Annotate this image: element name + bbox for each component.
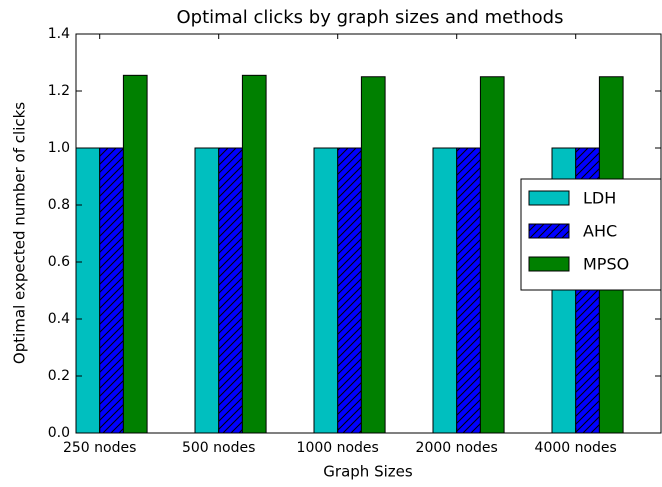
bar — [456, 147, 481, 434]
y-tick-label: 1.2 — [48, 83, 70, 99]
y-tick-label: 1.4 — [48, 26, 70, 42]
y-tick-label: 0.8 — [48, 197, 70, 213]
y-tick-label: 0.2 — [48, 368, 70, 384]
legend-swatch — [528, 190, 570, 206]
bar — [360, 76, 386, 434]
legend-label: AHC — [583, 222, 617, 241]
legend-swatch — [528, 256, 570, 272]
x-tick-label: 1000 nodes — [297, 440, 379, 456]
bar — [194, 147, 220, 434]
bar — [432, 147, 458, 434]
bar — [99, 147, 124, 434]
y-tick-label: 1.0 — [48, 140, 70, 156]
legend-label: MPSO — [583, 255, 629, 274]
y-tick-label: 0.4 — [48, 311, 70, 327]
bar — [313, 147, 339, 434]
y-tick-label: 0.0 — [48, 425, 70, 441]
bar — [75, 147, 101, 434]
x-tick-label: 2000 nodes — [416, 440, 498, 456]
legend-label: LDH — [583, 189, 616, 208]
bar — [479, 76, 505, 434]
x-tick-label: 4000 nodes — [535, 440, 617, 456]
bar — [241, 74, 267, 434]
x-axis-label: Graph Sizes — [323, 463, 413, 481]
bar — [337, 147, 362, 434]
legend: LDH AHC MPSO — [520, 178, 662, 291]
y-axis-label: Optimal expected number of clicks — [11, 102, 29, 364]
x-tick-label: 250 nodes — [63, 440, 136, 456]
legend-swatch — [528, 223, 570, 239]
y-tick-label: 0.6 — [48, 254, 70, 270]
bar — [122, 74, 148, 434]
x-tick-label: 500 nodes — [182, 440, 255, 456]
bar — [218, 147, 243, 434]
chart-title: Optimal clicks by graph sizes and method… — [177, 7, 564, 28]
